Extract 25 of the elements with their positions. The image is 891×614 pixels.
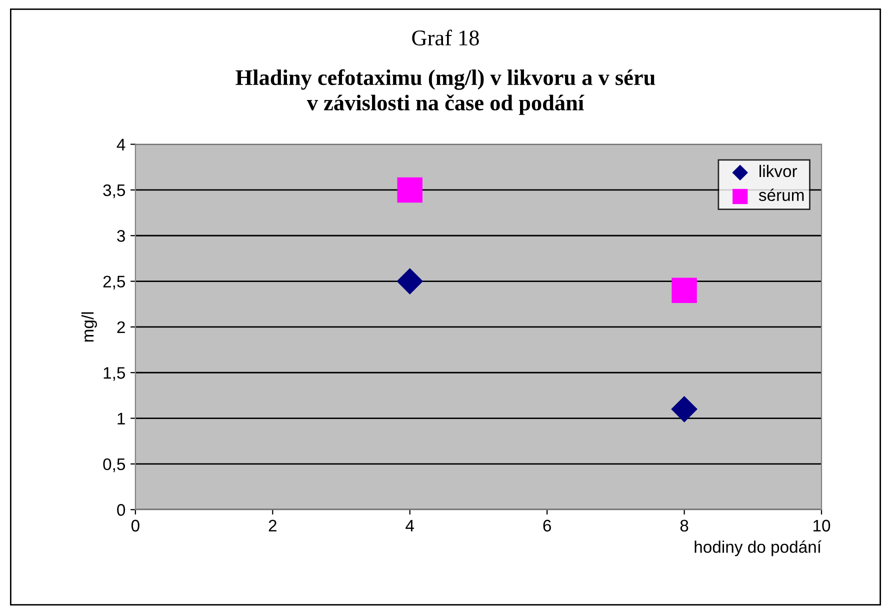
- y-tick-label: 0: [117, 504, 126, 516]
- x-tick-label: 6: [543, 520, 551, 532]
- y-tick-label: 2: [117, 321, 125, 333]
- y-tick-label: 3: [117, 230, 125, 242]
- x-tick-label: 0: [131, 520, 140, 532]
- point: [671, 396, 698, 422]
- x-tick-label: 2: [268, 520, 276, 532]
- y-tick-label: 3,5: [103, 184, 126, 198]
- x-axis-title: hodiny do podání: [694, 540, 822, 556]
- x-tick-label: 8: [680, 520, 688, 532]
- point: [672, 278, 697, 304]
- y-tick-label: 2,5: [103, 276, 126, 290]
- x-tick-label: 10: [814, 520, 830, 532]
- y-tick-label: 0,5: [103, 458, 126, 472]
- chart-title: Graf 18: [412, 30, 479, 46]
- point: [397, 177, 422, 203]
- legend-label: sérum: [758, 188, 804, 202]
- chart-subtitle: Hladiny cefotaximu (mg/l) v likvoru a v séru v závislosti na čase od podání: [236, 69, 656, 115]
- x-tick-label: 4: [406, 520, 414, 532]
- y-tick-label: 1: [118, 412, 125, 424]
- y-axis-title: mg/l: [81, 312, 97, 342]
- point: [396, 268, 424, 294]
- y-tick-label: 4: [116, 138, 126, 150]
- legend-label: likvor: [760, 164, 798, 178]
- y-tick-label: 1,5: [104, 367, 126, 381]
